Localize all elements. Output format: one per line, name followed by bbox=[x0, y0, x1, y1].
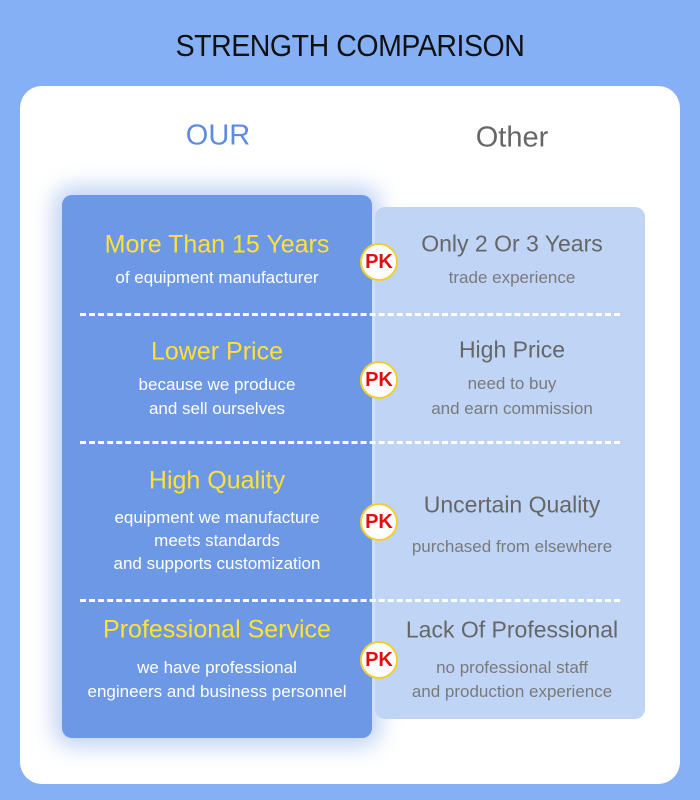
our-text: and supports customization bbox=[113, 554, 321, 573]
our-title: Lower Price bbox=[151, 337, 283, 366]
other-text: no professional staff bbox=[436, 658, 588, 677]
other-text: and production experience bbox=[411, 682, 613, 701]
other-text: trade experience bbox=[448, 268, 576, 287]
pk-badge: PK bbox=[360, 503, 398, 541]
other-text: and earn commission bbox=[431, 399, 593, 418]
our-text: because we produce bbox=[138, 375, 296, 394]
other-text: purchased from elsewhere bbox=[411, 537, 613, 556]
our-text: equipment we manufacture bbox=[114, 508, 320, 527]
page-title: STRENGTH COMPARISON bbox=[175, 28, 525, 63]
pk-badge: PK bbox=[360, 243, 398, 281]
other-title: Uncertain Quality bbox=[423, 491, 601, 518]
other-header: Other bbox=[475, 121, 549, 154]
other-panel bbox=[375, 207, 645, 719]
other-title: Lack Of Professional bbox=[405, 616, 619, 643]
pk-badge: PK bbox=[360, 641, 398, 679]
other-text: need to buy bbox=[467, 374, 557, 393]
our-header: OUR bbox=[185, 119, 251, 152]
our-text: we have professional bbox=[137, 658, 297, 677]
divider bbox=[80, 599, 620, 602]
our-text: meets standards bbox=[154, 531, 280, 550]
our-text: and sell ourselves bbox=[148, 399, 286, 418]
other-title: High Price bbox=[458, 336, 566, 363]
our-text: of equipment manufacturer bbox=[115, 268, 319, 287]
our-title: More Than 15 Years bbox=[104, 230, 330, 259]
pk-badge: PK bbox=[360, 361, 398, 399]
our-panel bbox=[62, 195, 372, 738]
other-title: Only 2 Or 3 Years bbox=[421, 230, 603, 257]
divider bbox=[80, 441, 620, 444]
our-title: High Quality bbox=[148, 466, 286, 495]
divider bbox=[80, 313, 620, 316]
our-text: engineers and business personnel bbox=[87, 682, 347, 701]
our-title: Professional Service bbox=[103, 615, 331, 644]
